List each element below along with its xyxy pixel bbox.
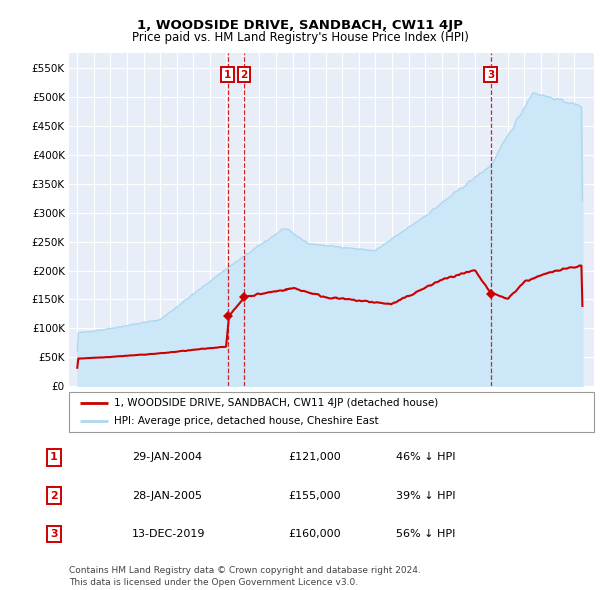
- Text: £121,000: £121,000: [288, 453, 341, 462]
- FancyBboxPatch shape: [69, 392, 594, 432]
- Text: 1: 1: [50, 453, 58, 462]
- Text: Contains HM Land Registry data © Crown copyright and database right 2024.
This d: Contains HM Land Registry data © Crown c…: [69, 566, 421, 587]
- Text: 3: 3: [487, 70, 494, 80]
- Text: 29-JAN-2004: 29-JAN-2004: [132, 453, 202, 462]
- Text: 1, WOODSIDE DRIVE, SANDBACH, CW11 4JP (detached house): 1, WOODSIDE DRIVE, SANDBACH, CW11 4JP (d…: [113, 398, 438, 408]
- Text: 46% ↓ HPI: 46% ↓ HPI: [396, 453, 455, 462]
- Text: HPI: Average price, detached house, Cheshire East: HPI: Average price, detached house, Ches…: [113, 416, 378, 426]
- Text: 28-JAN-2005: 28-JAN-2005: [132, 491, 202, 500]
- Text: 39% ↓ HPI: 39% ↓ HPI: [396, 491, 455, 500]
- Text: 2: 2: [50, 491, 58, 500]
- Text: 13-DEC-2019: 13-DEC-2019: [132, 529, 205, 539]
- Text: £160,000: £160,000: [288, 529, 341, 539]
- Text: 2: 2: [241, 70, 248, 80]
- Text: Price paid vs. HM Land Registry's House Price Index (HPI): Price paid vs. HM Land Registry's House …: [131, 31, 469, 44]
- Text: 56% ↓ HPI: 56% ↓ HPI: [396, 529, 455, 539]
- Text: £155,000: £155,000: [288, 491, 341, 500]
- Text: 1: 1: [224, 70, 231, 80]
- Text: 3: 3: [50, 529, 58, 539]
- Text: 1, WOODSIDE DRIVE, SANDBACH, CW11 4JP: 1, WOODSIDE DRIVE, SANDBACH, CW11 4JP: [137, 19, 463, 32]
